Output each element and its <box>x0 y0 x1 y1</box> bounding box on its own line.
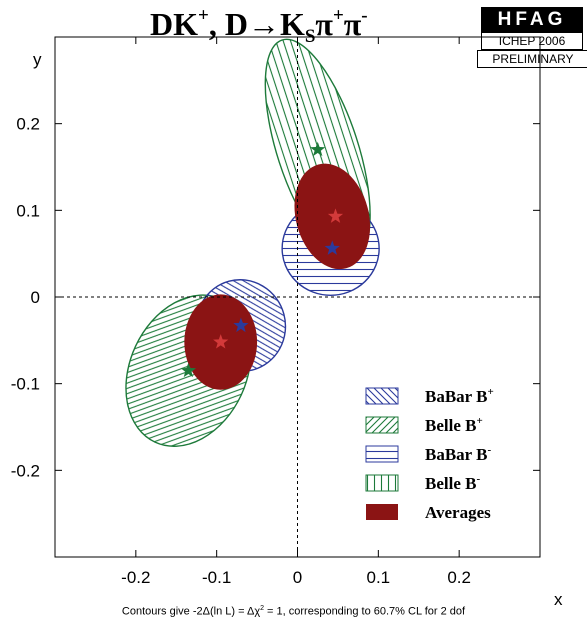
title-main: DK <box>150 6 198 42</box>
x-axis-label: x <box>554 590 563 609</box>
legend-label: Belle B- <box>425 473 480 493</box>
legend-swatch <box>365 474 399 492</box>
title-pi1: π <box>315 6 333 42</box>
legend-label: Belle B+ <box>425 415 483 435</box>
x-tick-label: -0.1 <box>202 568 231 587</box>
legend-label: BaBar B+ <box>425 386 494 406</box>
star-average-b <box>213 334 229 349</box>
y-tick-label: -0.2 <box>11 461 40 480</box>
star-average-b <box>327 208 344 223</box>
star-belle-b <box>180 362 196 378</box>
y-tick-label: -0.1 <box>11 375 40 394</box>
y-tick-label: 0.1 <box>16 201 40 220</box>
legend-label: BaBar B- <box>425 444 492 464</box>
y-tick-label: 0.2 <box>16 115 40 134</box>
x-tick-label: 0.2 <box>447 568 471 587</box>
star-belle-b <box>310 141 326 157</box>
x-tick-label: -0.2 <box>121 568 150 587</box>
caption-post: = 1, corresponding to 60.7% CL for 2 dof <box>264 605 466 618</box>
title-pi1-sup: + <box>332 5 344 26</box>
y-axis-label: y <box>33 50 42 69</box>
legend-swatch <box>366 504 398 520</box>
caption: Contours give -2Δ(ln L) = Δχ2 = 1, corre… <box>0 605 587 618</box>
title-main-sup: + <box>198 5 209 26</box>
title-pi2-sup: - <box>361 5 368 26</box>
hfag-logo: HFAG <box>481 7 583 33</box>
caption-pre: Contours give -2Δ(ln L) = Δχ <box>121 605 261 618</box>
star-babar-b <box>233 317 249 333</box>
hfag-badge: HFAG ICHEP 2006 PRELIMINARY <box>477 7 587 68</box>
title-pi2: π <box>343 6 362 42</box>
x-tick-label: 0 <box>293 568 302 587</box>
x-tick-label: 0.1 <box>367 568 391 587</box>
legend-label: Averages <box>425 503 491 522</box>
legend-swatch <box>365 416 399 434</box>
legend-swatch <box>365 387 399 405</box>
preliminary-label: PRELIMINARY <box>477 50 587 68</box>
y-tick-label: 0 <box>31 288 40 307</box>
legend-swatch <box>365 445 399 463</box>
star-babar-b <box>324 240 340 255</box>
title-sep: , D→K <box>208 6 305 42</box>
chart-title: DK+, D→KSπ+π- <box>150 6 440 56</box>
caption-sup: 2 <box>260 605 264 612</box>
